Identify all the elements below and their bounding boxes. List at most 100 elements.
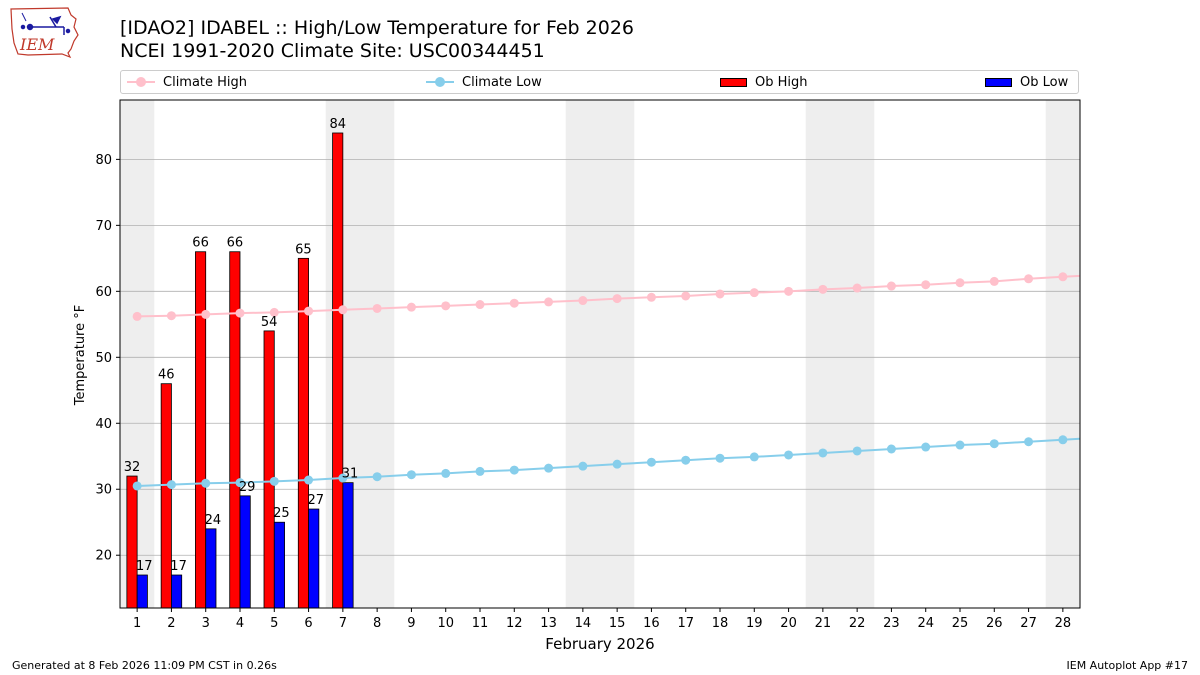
climate-low-point-day-26 — [989, 439, 999, 449]
x-tick-label-25: 25 — [952, 616, 969, 631]
ob-low-label-day-3: 24 — [205, 513, 222, 528]
climate-low-point-day-22 — [852, 446, 862, 456]
ob-high-label-day-6: 65 — [295, 242, 312, 257]
y-tick-label-70: 70 — [95, 219, 112, 234]
climate-high-point-day-18 — [715, 289, 725, 299]
legend-label-ob-low: Ob Low — [1020, 74, 1069, 90]
iem-logo: IEM — [10, 7, 79, 59]
climate-high-point-day-22 — [852, 283, 862, 293]
ob-low-bar-day-1 — [136, 574, 148, 609]
y-axis-label: Temperature °F — [73, 305, 88, 406]
climate-high-point-day-19 — [749, 288, 759, 298]
x-tick-label-14: 14 — [575, 616, 592, 631]
generated-timestamp: Generated at 8 Feb 2026 11:09 PM CST in … — [12, 659, 277, 672]
x-tick-label-21: 21 — [815, 616, 832, 631]
x-tick-label-27: 27 — [1020, 616, 1037, 631]
ob-low-label-day-1: 17 — [136, 559, 153, 574]
x-tick-label-20: 20 — [780, 616, 797, 631]
iem-logo-text: IEM — [19, 35, 55, 54]
ob-high-label-day-2: 46 — [158, 368, 175, 383]
climate-high-point-day-7 — [338, 305, 348, 315]
climate-low-point-day-23 — [886, 444, 896, 454]
legend-label-climate-low: Climate Low — [462, 74, 542, 90]
y-gridlines — [120, 158, 1080, 556]
climate-low-point-day-8 — [372, 472, 382, 482]
y-tick-label-60: 60 — [95, 285, 112, 300]
ob-high-label-day-1: 32 — [124, 460, 141, 475]
x-tick-label-9: 9 — [407, 616, 415, 631]
ob-low-label-day-2: 17 — [170, 559, 187, 574]
climate-high-point-day-5 — [269, 307, 279, 317]
ob-low-bar-day-3 — [205, 528, 217, 609]
climate-high-point-day-1 — [132, 311, 142, 321]
climate-low-point-day-7 — [338, 473, 348, 483]
ob-low-bar-day-4 — [239, 495, 251, 609]
climate-low-line — [132, 435, 1081, 491]
y-tick-label-30: 30 — [95, 483, 112, 498]
legend-item-ob-low: Ob Low — [985, 74, 1068, 90]
climate-high-point-day-20 — [784, 286, 794, 296]
x-tick-label-1: 1 — [133, 616, 141, 631]
climate-low-point-day-19 — [749, 452, 759, 462]
iowa-state-outline-icon — [10, 7, 79, 59]
x-tick-label-22: 22 — [849, 616, 866, 631]
weekend-band-14 — [565, 100, 600, 608]
climate-high-point-day-12 — [509, 298, 519, 308]
weekend-band-21 — [805, 100, 840, 608]
x-tick-label-4: 4 — [236, 616, 244, 631]
climate-high-point-day-6 — [304, 306, 314, 316]
climate-high-point-day-28 — [1058, 272, 1068, 282]
ob-high-label-day-4: 66 — [227, 236, 244, 251]
x-tick-label-15: 15 — [609, 616, 626, 631]
y-tick-label-20: 20 — [95, 549, 112, 564]
climate-high-point-day-25 — [955, 278, 965, 288]
ob-high-bar-day-1 — [126, 475, 138, 609]
ob-low-bar-day-7 — [342, 482, 354, 609]
ob-low-label-day-7: 31 — [342, 467, 359, 482]
climate-low-point-day-3 — [201, 478, 211, 488]
ob-high-bar-day-5 — [263, 330, 275, 609]
ob-high-bar-day-4 — [229, 251, 241, 609]
x-tick-label-3: 3 — [202, 616, 210, 631]
ob-low-bars — [136, 482, 354, 609]
y-tick-label-50: 50 — [95, 351, 112, 366]
x-tick-label-8: 8 — [373, 616, 381, 631]
legend-item-climate-high: Climate High — [127, 74, 247, 90]
x-tick-label-12: 12 — [506, 616, 523, 631]
plot-frame — [119, 99, 1081, 609]
ob-low-label-day-4: 29 — [239, 480, 256, 495]
weekend-band-8 — [360, 100, 395, 608]
x-axis-label: February 2026 — [545, 635, 654, 653]
x-tick-label-24: 24 — [917, 616, 934, 631]
climate-high-point-day-27 — [1024, 274, 1034, 284]
climate-low-point-day-15 — [612, 459, 622, 469]
climate-high-point-day-13 — [544, 297, 554, 307]
climate-high-point-day-21 — [818, 284, 828, 294]
climate-high-point-day-3 — [201, 309, 211, 319]
y-tick-label-40: 40 — [95, 417, 112, 432]
ob-high-label-day-7: 84 — [329, 117, 346, 132]
x-tick-label-13: 13 — [540, 616, 557, 631]
legend-item-climate-low: Climate Low — [426, 74, 542, 90]
legend-swatch-climate-high — [127, 77, 155, 87]
weekend-band-28 — [1045, 100, 1080, 608]
x-tick-label-6: 6 — [304, 616, 312, 631]
climate-high-point-day-4 — [235, 308, 245, 318]
climate-low-point-day-20 — [784, 450, 794, 460]
x-tick-label-16: 16 — [643, 616, 660, 631]
ob-low-bar-day-6 — [308, 508, 320, 609]
climate-high-point-day-26 — [989, 276, 999, 286]
climate-high-point-day-11 — [475, 300, 485, 310]
chart-subtitle: NCEI 1991-2020 Climate Site: USC00344451 — [120, 40, 545, 62]
climate-high-point-day-24 — [921, 280, 931, 290]
ob-high-label-day-3: 66 — [192, 236, 209, 251]
climate-low-point-day-6 — [304, 475, 314, 485]
climate-low-point-day-14 — [578, 461, 588, 471]
climate-high-point-day-10 — [441, 301, 451, 311]
legend-item-ob-high: Ob High — [720, 74, 808, 90]
climate-high-point-day-23 — [886, 281, 896, 291]
climate-low-point-day-13 — [544, 463, 554, 473]
chart-legend: Climate High Climate Low Ob High Ob Low — [120, 70, 1079, 94]
